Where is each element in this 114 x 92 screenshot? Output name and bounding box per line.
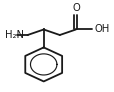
Text: O: O	[71, 3, 79, 13]
Text: H₂N: H₂N	[5, 30, 23, 40]
Text: OH: OH	[93, 24, 109, 34]
